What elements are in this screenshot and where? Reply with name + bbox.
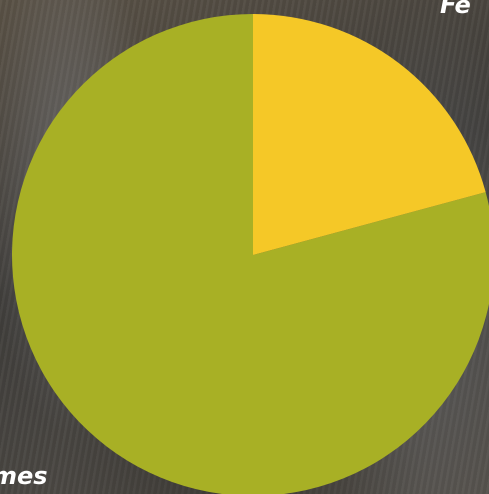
slice-label-hommes: Fe <box>440 0 471 19</box>
pie-slices <box>12 14 489 494</box>
slice-label-femmes: mes <box>0 462 48 490</box>
pie-slice-hommes <box>253 14 486 255</box>
pie-slice-femmes <box>12 14 489 494</box>
